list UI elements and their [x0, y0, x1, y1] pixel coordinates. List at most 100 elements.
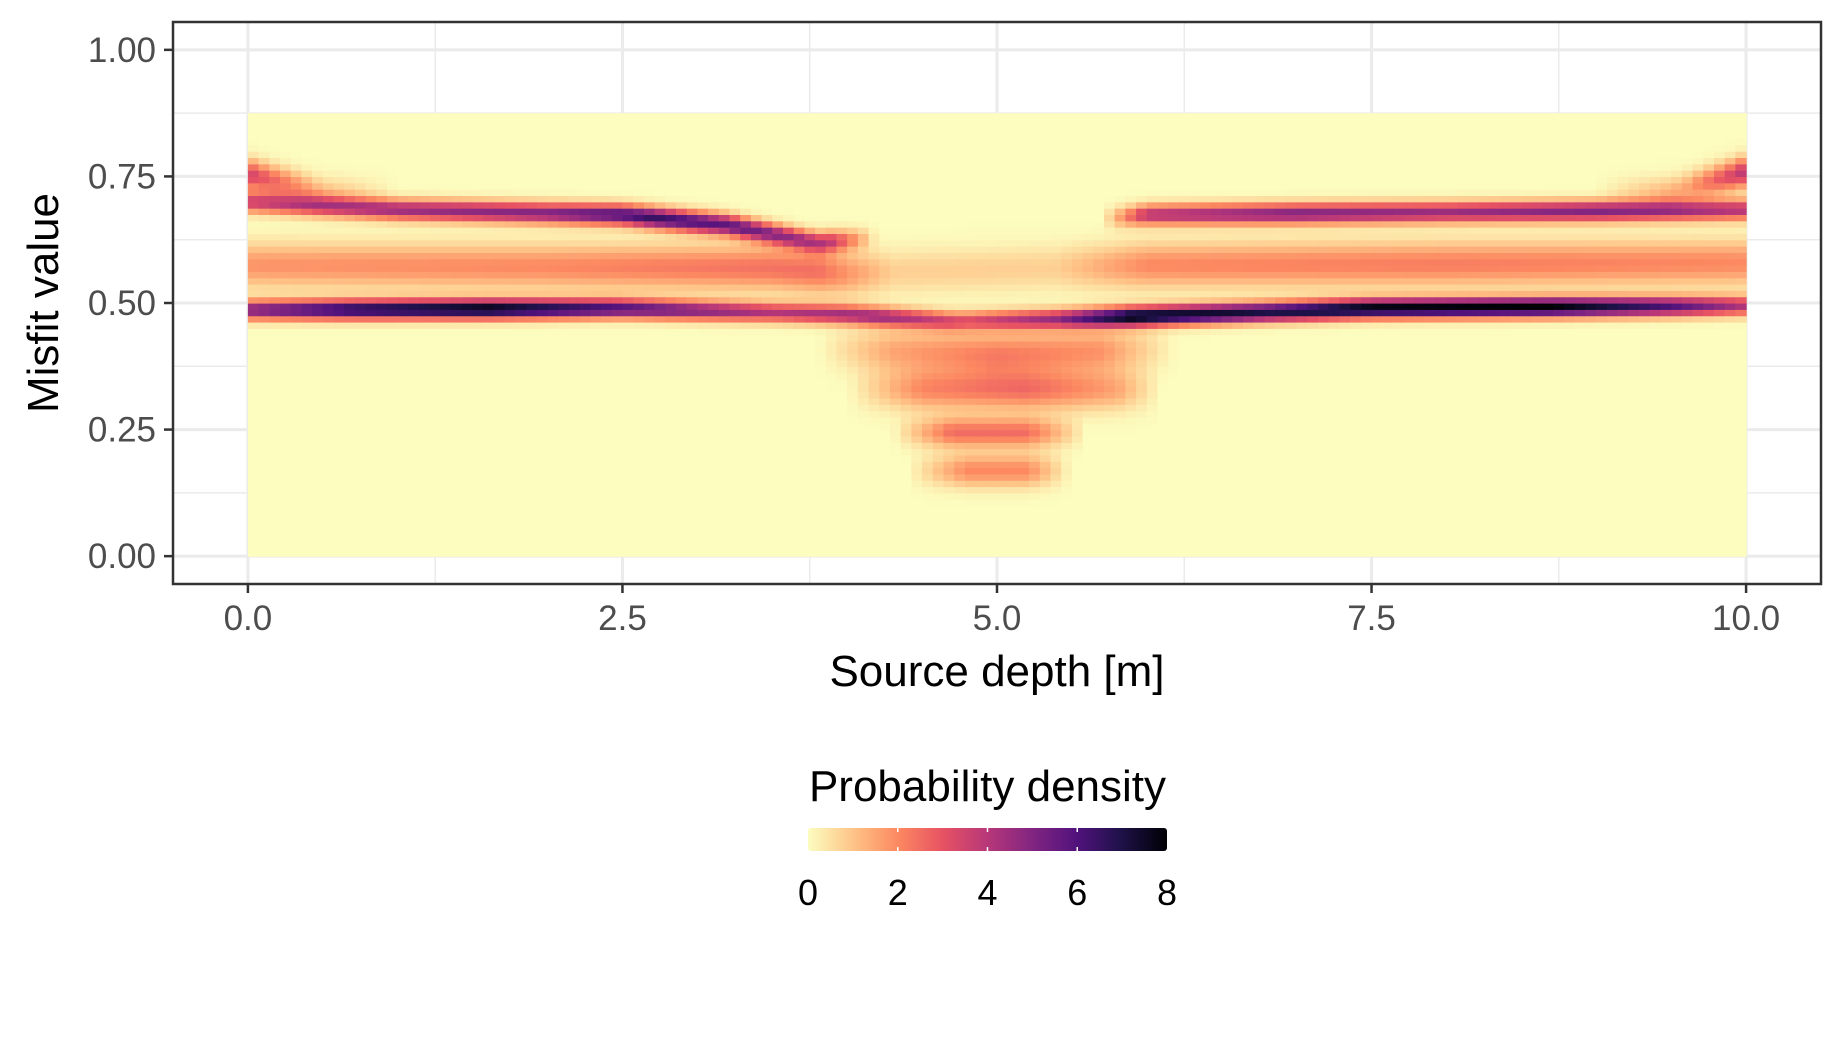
density-cell	[922, 353, 934, 361]
density-cell	[922, 385, 934, 393]
density-cell	[665, 372, 677, 380]
density-cell	[333, 309, 345, 317]
density-cell	[804, 492, 816, 500]
density-cell	[397, 480, 410, 488]
density-cell	[622, 144, 634, 152]
density-cell	[429, 366, 442, 374]
density-cell	[986, 359, 998, 367]
density-cell	[964, 378, 977, 386]
density-cell	[922, 182, 934, 190]
density-cell	[772, 385, 784, 393]
density-cell	[868, 277, 880, 285]
density-cell	[922, 505, 934, 513]
density-cell	[440, 423, 452, 431]
density-cell	[847, 208, 859, 215]
density-cell	[761, 423, 773, 431]
density-cell	[997, 499, 1009, 507]
density-cell	[975, 163, 987, 171]
density-cell	[611, 170, 624, 178]
density-cell	[376, 347, 388, 355]
density-cell	[536, 220, 549, 228]
density-cell	[772, 296, 784, 304]
density-cell	[975, 359, 987, 367]
density-cell	[729, 113, 741, 121]
density-cell	[354, 537, 367, 545]
density-cell	[772, 537, 784, 545]
density-cell	[269, 239, 281, 247]
density-cell	[547, 448, 559, 456]
density-cell	[675, 524, 688, 532]
density-cell	[526, 518, 538, 526]
density-cell	[290, 201, 303, 209]
density-cell	[344, 296, 356, 304]
density-cell	[376, 201, 388, 209]
density-cell	[729, 543, 741, 551]
density-cell	[472, 119, 484, 127]
density-cell	[558, 220, 570, 228]
density-cell	[922, 113, 934, 121]
density-cell	[247, 366, 260, 374]
density-cell	[857, 353, 870, 361]
density-cell	[611, 125, 624, 133]
density-cell	[997, 132, 1009, 140]
density-cell	[568, 151, 581, 159]
density-cell	[472, 391, 484, 399]
density-cell	[269, 467, 281, 475]
density-cell	[547, 328, 559, 336]
density-cell	[772, 252, 784, 260]
density-cell	[825, 543, 838, 551]
density-cell	[761, 340, 773, 348]
density-cell	[568, 252, 581, 260]
density-cell	[494, 151, 506, 159]
density-cell	[515, 429, 527, 437]
density-cell	[900, 214, 912, 222]
density-cell	[354, 125, 367, 133]
density-cell	[675, 284, 688, 291]
density-cell	[729, 537, 741, 545]
density-cell	[900, 454, 912, 462]
density-cell	[408, 435, 420, 443]
density-cell	[922, 290, 934, 298]
density-cell	[975, 290, 987, 298]
density-cell	[836, 543, 848, 551]
density-cell	[344, 284, 356, 291]
density-cell	[579, 448, 591, 456]
density-cell	[611, 461, 624, 469]
density-cell	[643, 182, 656, 190]
density-cell	[825, 176, 838, 184]
density-cell	[547, 138, 559, 146]
density-cell	[269, 397, 281, 405]
density-cell	[622, 182, 634, 190]
density-cell	[365, 151, 377, 159]
density-cell	[451, 227, 463, 234]
density-cell	[708, 208, 720, 215]
density-cell	[558, 334, 570, 342]
density-cell	[419, 132, 431, 140]
density-cell	[708, 227, 720, 234]
density-cell	[440, 119, 452, 127]
density-cell	[483, 435, 495, 443]
density-cell	[504, 461, 517, 469]
density-cell	[461, 246, 474, 253]
density-cell	[975, 303, 987, 310]
density-cell	[408, 220, 420, 228]
density-cell	[579, 486, 591, 494]
density-cell	[397, 233, 410, 241]
density-cell	[804, 448, 816, 456]
density-cell	[312, 284, 324, 291]
density-cell	[258, 157, 270, 165]
density-cell	[269, 290, 281, 298]
density-cell	[718, 157, 731, 165]
density-cell	[494, 239, 506, 247]
density-cell	[568, 340, 581, 348]
density-cell	[932, 176, 945, 184]
density-cell	[536, 423, 549, 431]
density-cell	[558, 404, 570, 412]
density-cell	[772, 138, 784, 146]
density-cell	[772, 454, 784, 462]
density-cell	[932, 214, 945, 222]
density-cell	[333, 410, 345, 418]
density-cell	[975, 543, 987, 551]
density-cell	[247, 499, 260, 507]
density-cell	[857, 113, 870, 121]
